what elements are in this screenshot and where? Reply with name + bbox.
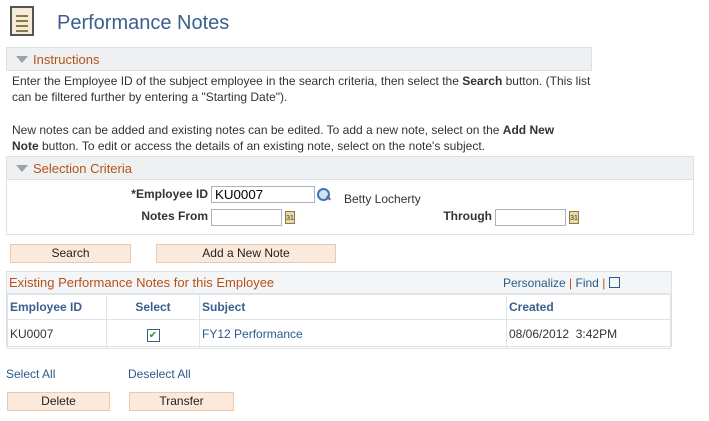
col-employee-id[interactable]: Employee ID [7, 294, 107, 320]
cell-created: 08/06/2012 3:42PM [506, 319, 671, 349]
employee-id-label: *Employee ID [131, 187, 208, 201]
calendar-icon[interactable]: 31 [285, 211, 295, 224]
instructions-header[interactable]: Instructions [6, 47, 592, 71]
select-all-link[interactable]: Select All [6, 367, 56, 381]
collapse-triangle-icon[interactable] [16, 56, 28, 63]
instructions-text-1: Enter the Employee ID of the subject emp… [12, 74, 591, 104]
through-input[interactable] [495, 209, 566, 226]
employee-id-input[interactable] [211, 186, 315, 203]
personalize-link[interactable]: Personalize [503, 276, 566, 290]
notes-from-input[interactable] [211, 209, 282, 226]
calendar-icon[interactable]: 31 [569, 211, 579, 224]
add-new-note-button[interactable]: Add a New Note [156, 244, 336, 263]
col-subject[interactable]: Subject [199, 294, 507, 320]
find-link[interactable]: Find [575, 276, 599, 290]
selection-criteria-header[interactable]: Selection Criteria [6, 156, 694, 180]
deselect-all-link[interactable]: Deselect All [128, 367, 191, 381]
subject-link[interactable]: FY12 Performance [202, 327, 303, 341]
page-title: Performance Notes [57, 12, 230, 34]
col-created[interactable]: Created [506, 294, 671, 320]
search-button[interactable]: Search [10, 244, 131, 263]
grid-title: Existing Performance Notes for this Empl… [9, 275, 275, 290]
instructions-text-2: New notes can be added and existing note… [12, 123, 555, 153]
selection-criteria-title: Selection Criteria [33, 161, 132, 176]
collapse-triangle-icon[interactable] [16, 165, 28, 172]
notes-from-label: Notes From [141, 209, 208, 223]
instructions-title: Instructions [33, 52, 100, 67]
through-label: Through [443, 209, 492, 223]
grid-header-row: Employee ID Select Subject Created [7, 294, 671, 320]
notepad-icon [10, 6, 34, 36]
new-window-icon[interactable] [608, 277, 620, 288]
employee-name: Betty Locherty [344, 192, 421, 206]
select-checkbox[interactable]: ✔ [146, 328, 160, 342]
table-row: KU0007 ✔ FY12 Performance 08/06/2012 3:4… [7, 319, 671, 349]
transfer-button[interactable]: Transfer [129, 392, 234, 411]
separator: | [569, 276, 573, 290]
separator: | [602, 276, 606, 290]
notes-grid: Existing Performance Notes for this Empl… [6, 271, 672, 349]
delete-button[interactable]: Delete [7, 392, 110, 411]
col-select[interactable]: Select [106, 294, 200, 320]
cell-employee-id: KU0007 [7, 319, 107, 349]
